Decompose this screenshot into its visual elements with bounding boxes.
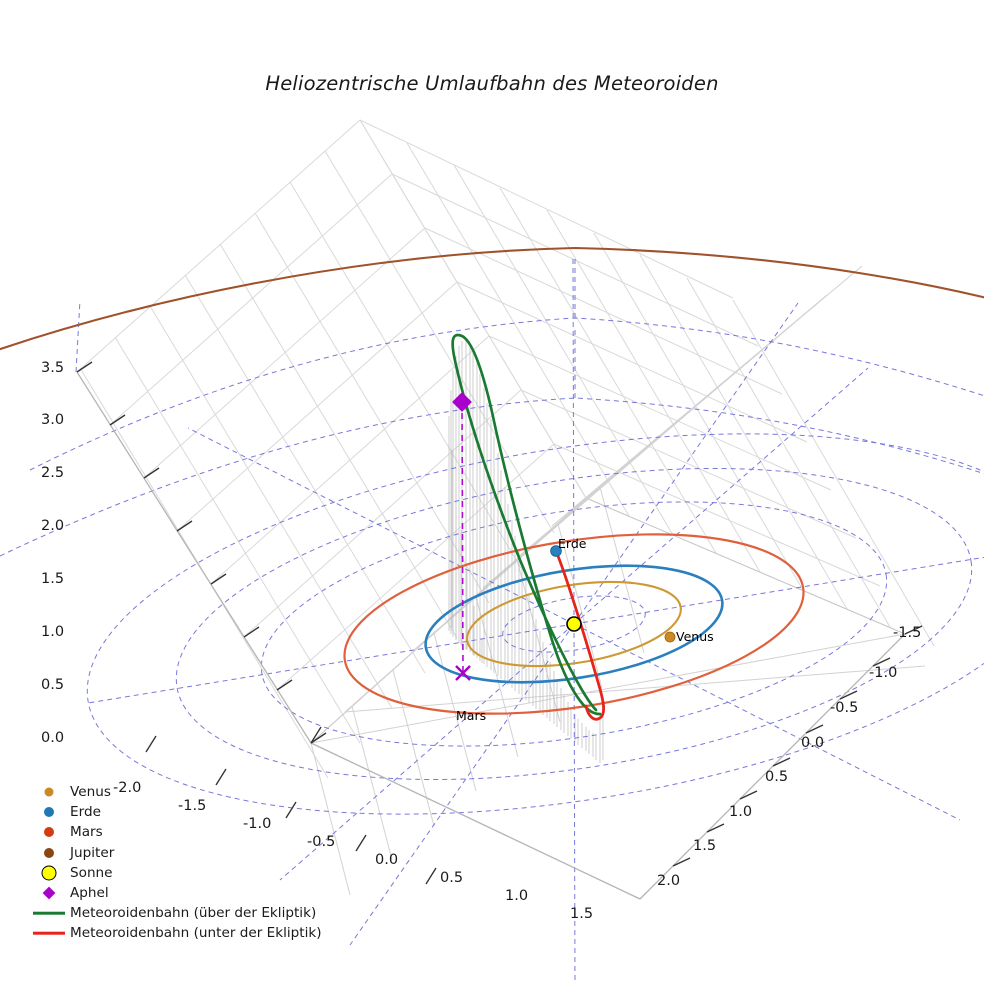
venus-marker-icon xyxy=(28,782,70,802)
x-tick-label: 1.0 xyxy=(505,888,529,904)
erde-marker-icon xyxy=(28,802,70,822)
legend-item-aphel: Aphel xyxy=(28,883,328,903)
label-erde: Erde xyxy=(558,536,587,551)
axis-z-ticks xyxy=(76,361,327,744)
legend-label: Meteoroidenbahn (über der Ekliptik) xyxy=(70,905,317,922)
legend: Venus Erde Mars Jupiter Sonne xyxy=(28,782,328,944)
jupiter-marker-icon xyxy=(28,843,70,863)
y-tick-label: 1.0 xyxy=(729,804,753,820)
y-tick-label: -1.0 xyxy=(869,665,898,681)
pane-left-wall xyxy=(76,119,587,779)
legend-item-orbit-above: Meteoroidenbahn (über der Ekliptik) xyxy=(28,903,328,923)
orbit-earth xyxy=(424,564,724,684)
legend-item-sonne: Sonne xyxy=(28,863,328,883)
z-tick-label: 3.5 xyxy=(41,360,65,376)
z-tick-label: 1.5 xyxy=(41,571,65,587)
legend-label: Venus xyxy=(70,784,111,801)
pane-right-wall xyxy=(359,119,935,647)
x-tick-label: 0.0 xyxy=(375,852,399,868)
y-tick-label: 0.0 xyxy=(801,735,825,751)
legend-label: Mars xyxy=(70,824,103,841)
legend-item-mars: Mars xyxy=(28,822,328,842)
y-tick-label: 0.5 xyxy=(765,769,789,785)
legend-item-erde: Erde xyxy=(28,802,328,822)
legend-item-venus: Venus xyxy=(28,782,328,802)
sonne-marker-icon xyxy=(28,863,70,883)
legend-label: Sonne xyxy=(70,864,113,881)
legend-label: Aphel xyxy=(70,885,109,902)
x-tick-label: -0.5 xyxy=(307,834,336,850)
axis-y-ticks xyxy=(672,625,923,867)
y-tick-label: -1.5 xyxy=(893,625,922,641)
marker-erde xyxy=(550,545,562,557)
marker-aphel xyxy=(452,392,472,412)
z-tick-label: 0.0 xyxy=(41,730,65,746)
page-title: Heliozentrische Umlaufbahn des Meteoroid… xyxy=(265,72,719,95)
aphel-marker-icon xyxy=(28,883,70,903)
marker-sonne xyxy=(566,616,582,632)
marker-venus xyxy=(664,631,676,643)
y-tick-label: -0.5 xyxy=(830,700,859,716)
x-tick-label: 1.5 xyxy=(570,906,594,922)
z-tick-label: 2.5 xyxy=(41,465,65,481)
legend-label: Erde xyxy=(70,804,101,821)
green-line-icon xyxy=(28,903,70,923)
meteoroid-orbit-above-ecliptic xyxy=(451,333,602,716)
y-tick-label: 1.5 xyxy=(693,838,717,854)
label-mars: Mars xyxy=(456,708,487,723)
z-tick-label: 0.5 xyxy=(41,677,65,693)
label-venus: Venus xyxy=(676,629,714,644)
y-tick-label: 2.0 xyxy=(657,873,681,889)
z-tick-label: 2.0 xyxy=(41,518,65,534)
x-tick-label: -1.0 xyxy=(243,816,272,832)
legend-item-jupiter: Jupiter xyxy=(28,843,328,863)
x-tick-label: 0.5 xyxy=(440,870,464,886)
legend-label: Jupiter xyxy=(70,844,115,861)
legend-item-orbit-below: Meteoroidenbahn (unter der Ekliptik) xyxy=(28,923,328,943)
meteoroid-orbit-below-ecliptic xyxy=(554,549,605,721)
axis-spines xyxy=(76,371,906,900)
orbit-jupiter xyxy=(0,246,984,351)
axis-x-ticks xyxy=(145,726,437,885)
mars-marker-icon xyxy=(28,822,70,842)
x-tick-label: -1.5 xyxy=(178,798,207,814)
red-line-icon xyxy=(28,923,70,943)
aphelion-drop-line xyxy=(461,401,464,674)
marker-aphel-projection xyxy=(455,665,471,681)
x-tick-label: -2.0 xyxy=(113,780,142,796)
legend-label: Meteoroidenbahn (unter der Ekliptik) xyxy=(70,925,322,942)
z-tick-label: 1.0 xyxy=(41,624,65,640)
z-tick-label: 3.0 xyxy=(41,412,65,428)
